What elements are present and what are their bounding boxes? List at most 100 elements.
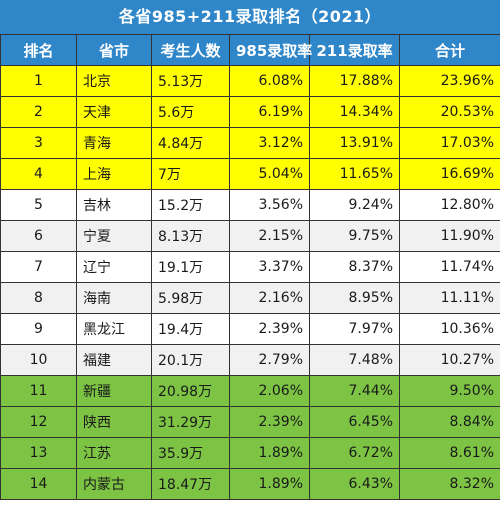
cell-province: 福建	[76, 344, 152, 376]
cell-total: 8.61%	[399, 437, 500, 469]
cell-count: 18.47万	[151, 468, 230, 500]
cell-count: 20.98万	[151, 375, 230, 407]
cell-total: 11.74%	[399, 251, 500, 283]
cell-985-rate: 1.89%	[229, 468, 310, 500]
cell-province: 黑龙江	[76, 313, 152, 345]
cell-total: 11.90%	[399, 220, 500, 252]
table-row: 13 江苏 35.9万 1.89% 6.72% 8.61%	[0, 437, 500, 469]
cell-rank: 2	[0, 96, 77, 128]
ranking-table: 排名 省市 考生人数 985录取率 211录取率 合计 1 北京 5.13万 6.08…	[0, 34, 500, 500]
cell-count: 31.29万	[151, 406, 230, 438]
cell-211-rate: 13.91%	[309, 127, 400, 159]
cell-province: 吉林	[76, 189, 152, 221]
table-row: 10 福建 20.1万 2.79% 7.48% 10.27%	[0, 344, 500, 376]
cell-985-rate: 1.89%	[229, 437, 310, 469]
cell-211-rate: 7.44%	[309, 375, 400, 407]
cell-total: 8.32%	[399, 468, 500, 500]
cell-211-rate: 14.34%	[309, 96, 400, 128]
cell-985-rate: 3.12%	[229, 127, 310, 159]
cell-total: 11.11%	[399, 282, 500, 314]
cell-211-rate: 6.45%	[309, 406, 400, 438]
cell-985-rate: 5.04%	[229, 158, 310, 190]
cell-total: 16.69%	[399, 158, 500, 190]
column-header-total: 合计	[399, 34, 500, 66]
cell-211-rate: 8.95%	[309, 282, 400, 314]
cell-total: 17.03%	[399, 127, 500, 159]
cell-211-rate: 17.88%	[309, 65, 400, 97]
table-row: 2 天津 5.6万 6.19% 14.34% 20.53%	[0, 96, 500, 128]
cell-rank: 1	[0, 65, 77, 97]
cell-total: 20.53%	[399, 96, 500, 128]
cell-count: 5.6万	[151, 96, 230, 128]
cell-rank: 7	[0, 251, 77, 283]
cell-985-rate: 6.08%	[229, 65, 310, 97]
cell-rank: 12	[0, 406, 77, 438]
cell-count: 19.4万	[151, 313, 230, 345]
cell-total: 8.84%	[399, 406, 500, 438]
column-header-rank: 排名	[0, 34, 77, 66]
cell-count: 7万	[151, 158, 230, 190]
cell-211-rate: 9.24%	[309, 189, 400, 221]
cell-count: 8.13万	[151, 220, 230, 252]
cell-985-rate: 2.16%	[229, 282, 310, 314]
cell-total: 10.27%	[399, 344, 500, 376]
cell-province: 江苏	[76, 437, 152, 469]
cell-rank: 3	[0, 127, 77, 159]
cell-211-rate: 9.75%	[309, 220, 400, 252]
cell-province: 内蒙古	[76, 468, 152, 500]
cell-province: 辽宁	[76, 251, 152, 283]
cell-province: 新疆	[76, 375, 152, 407]
cell-province: 青海	[76, 127, 152, 159]
cell-count: 4.84万	[151, 127, 230, 159]
cell-211-rate: 8.37%	[309, 251, 400, 283]
column-header-211-rate: 211录取率	[309, 34, 400, 66]
cell-total: 23.96%	[399, 65, 500, 97]
cell-rank: 6	[0, 220, 77, 252]
cell-total: 9.50%	[399, 375, 500, 407]
cell-211-rate: 6.43%	[309, 468, 400, 500]
cell-total: 12.80%	[399, 189, 500, 221]
cell-count: 15.2万	[151, 189, 230, 221]
cell-211-rate: 6.72%	[309, 437, 400, 469]
cell-rank: 8	[0, 282, 77, 314]
cell-rank: 13	[0, 437, 77, 469]
table-body: 1 北京 5.13万 6.08% 17.88% 23.96% 2 天津 5.6万 6.19% 14.…	[0, 65, 500, 500]
table-row: 4 上海 7万 5.04% 11.65% 16.69%	[0, 158, 500, 190]
cell-985-rate: 2.39%	[229, 313, 310, 345]
header-row: 排名 省市 考生人数 985录取率 211录取率 合计	[0, 34, 500, 66]
cell-total: 10.36%	[399, 313, 500, 345]
cell-rank: 5	[0, 189, 77, 221]
cell-985-rate: 2.79%	[229, 344, 310, 376]
column-header-count: 考生人数	[151, 34, 230, 66]
cell-rank: 10	[0, 344, 77, 376]
table-row: 6 宁夏 8.13万 2.15% 9.75% 11.90%	[0, 220, 500, 252]
table-row: 3 青海 4.84万 3.12% 13.91% 17.03%	[0, 127, 500, 159]
cell-211-rate: 7.48%	[309, 344, 400, 376]
column-header-province: 省市	[76, 34, 152, 66]
table-row: 7 辽宁 19.1万 3.37% 8.37% 11.74%	[0, 251, 500, 283]
cell-985-rate: 2.15%	[229, 220, 310, 252]
cell-985-rate: 2.39%	[229, 406, 310, 438]
cell-count: 19.1万	[151, 251, 230, 283]
table-header: 排名 省市 考生人数 985录取率 211录取率 合计	[0, 34, 500, 66]
table-row: 1 北京 5.13万 6.08% 17.88% 23.96%	[0, 65, 500, 97]
cell-rank: 9	[0, 313, 77, 345]
cell-count: 5.98万	[151, 282, 230, 314]
cell-985-rate: 3.37%	[229, 251, 310, 283]
cell-rank: 14	[0, 468, 77, 500]
cell-province: 天津	[76, 96, 152, 128]
cell-province: 陕西	[76, 406, 152, 438]
cell-count: 20.1万	[151, 344, 230, 376]
cell-province: 北京	[76, 65, 152, 97]
cell-province: 宁夏	[76, 220, 152, 252]
cell-rank: 4	[0, 158, 77, 190]
cell-province: 海南	[76, 282, 152, 314]
cell-985-rate: 3.56%	[229, 189, 310, 221]
cell-count: 5.13万	[151, 65, 230, 97]
cell-211-rate: 11.65%	[309, 158, 400, 190]
table-row: 12 陕西 31.29万 2.39% 6.45% 8.84%	[0, 406, 500, 438]
table-row: 14 内蒙古 18.47万 1.89% 6.43% 8.32%	[0, 468, 500, 500]
cell-rank: 11	[0, 375, 77, 407]
cell-count: 35.9万	[151, 437, 230, 469]
